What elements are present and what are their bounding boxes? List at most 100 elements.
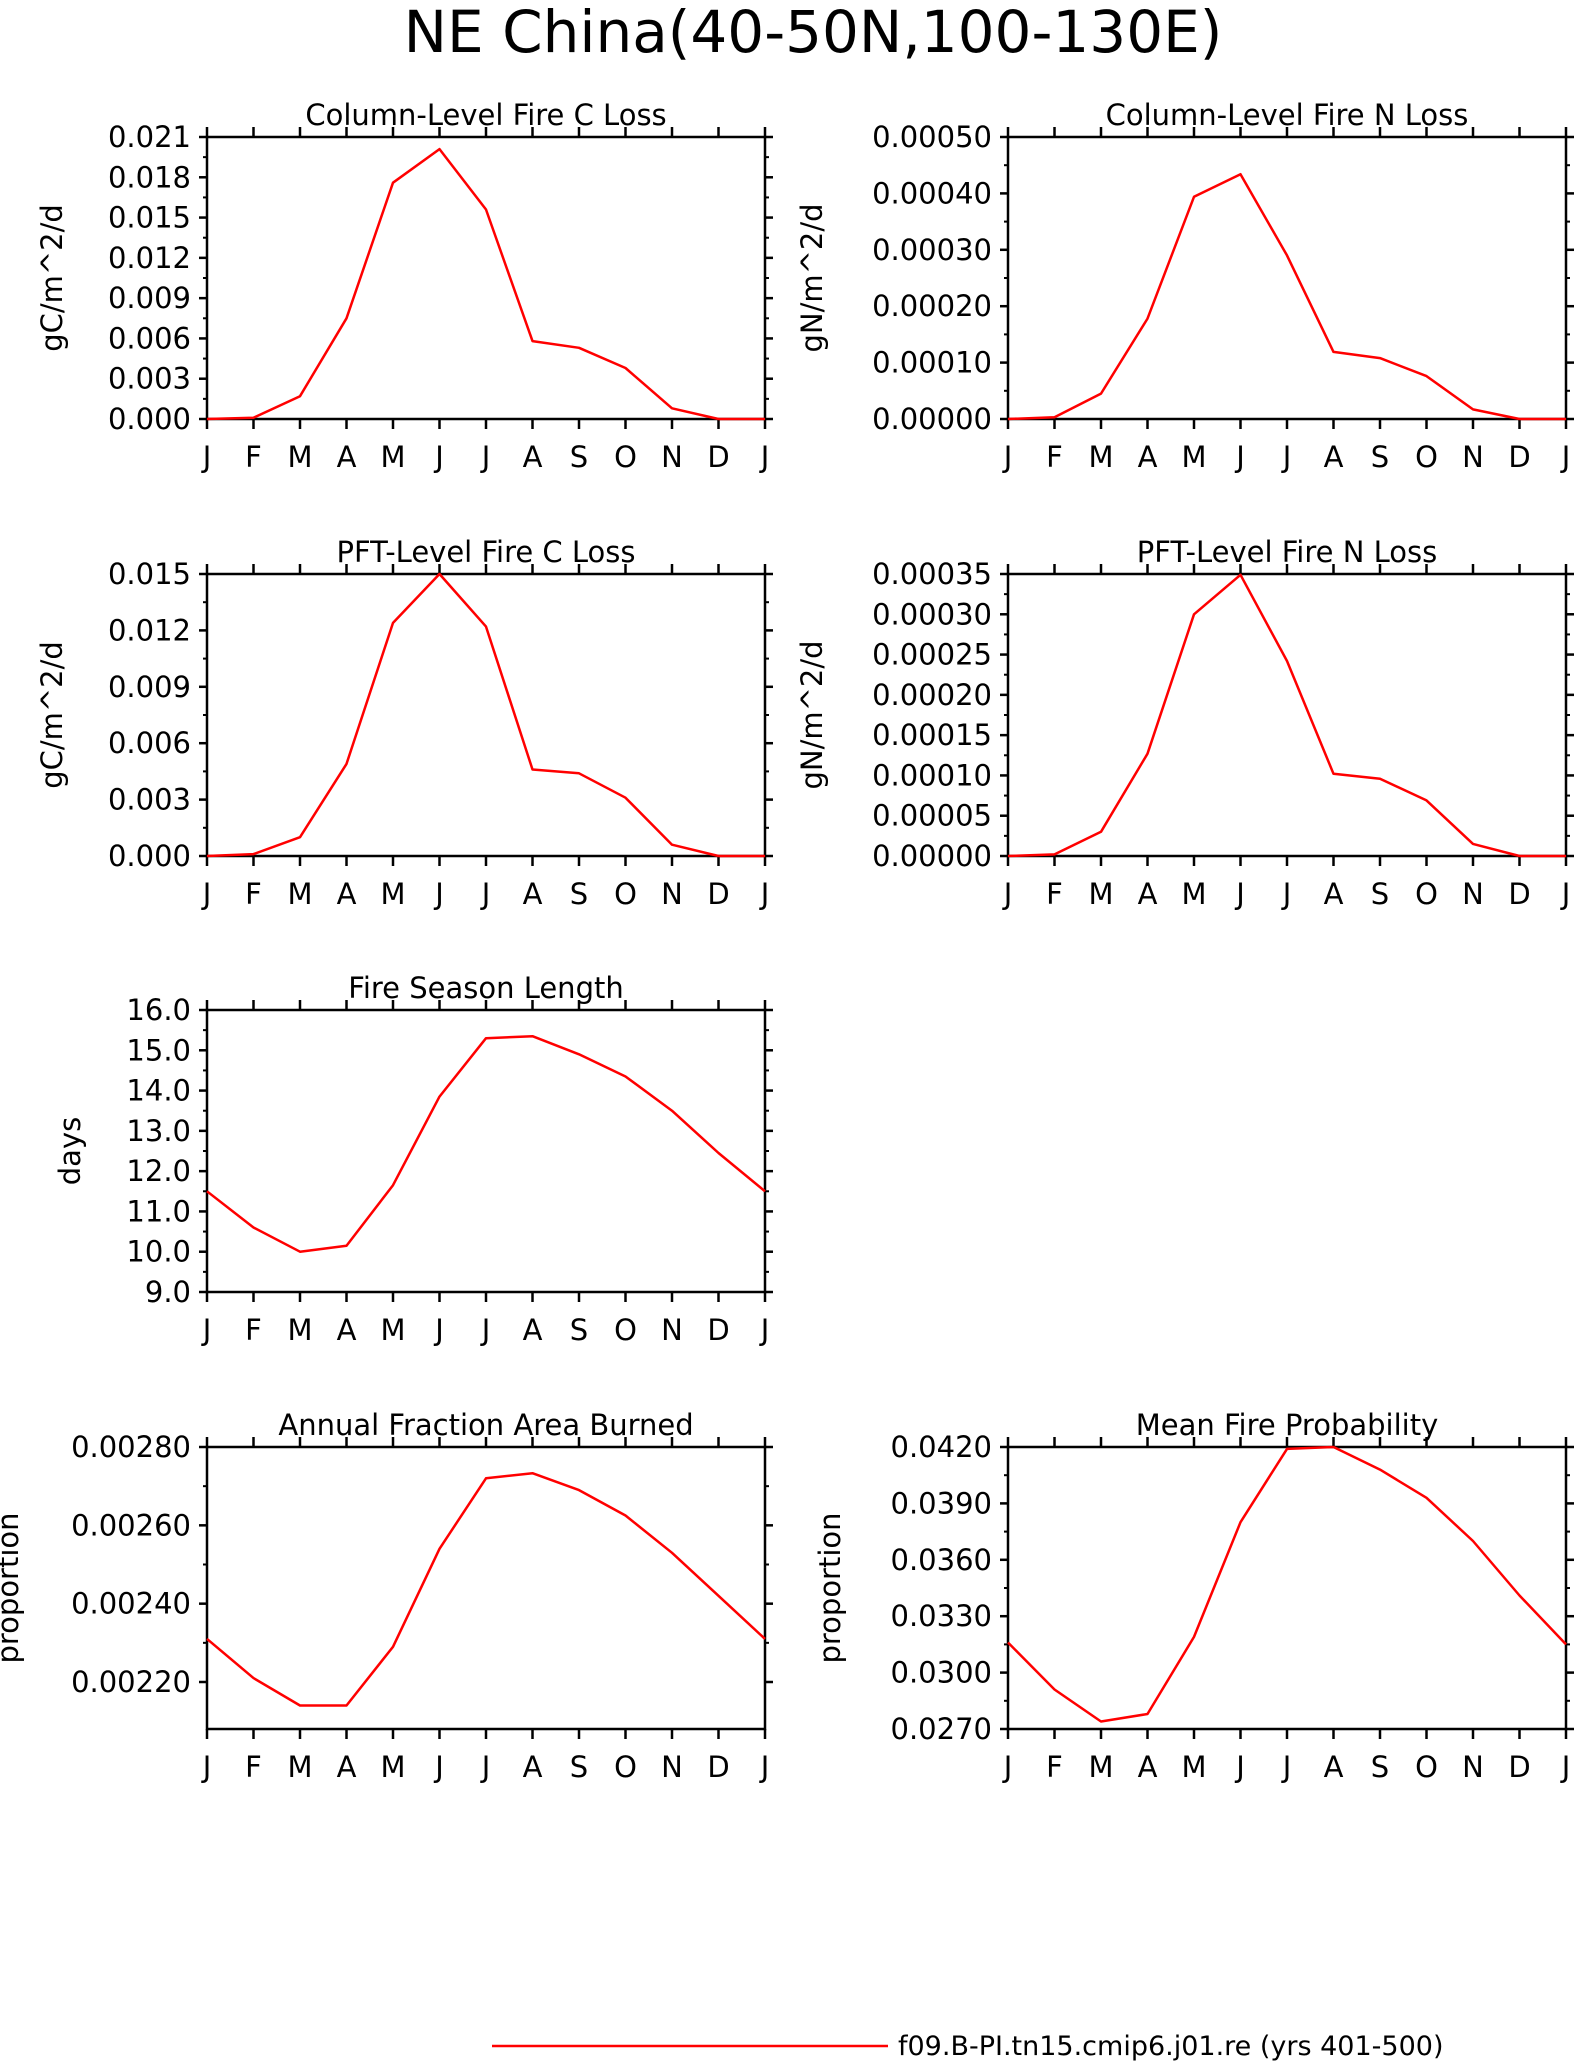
chart-title: Fire Season Length xyxy=(348,971,623,1005)
y-tick-label: 0.0270 xyxy=(891,1712,992,1746)
y-tick-label: 0.00035 xyxy=(872,557,992,591)
x-tick-label: F xyxy=(245,1313,262,1347)
y-tick-label: 0.00220 xyxy=(71,1665,191,1699)
x-tick-label: O xyxy=(1415,440,1438,474)
x-tick-label: J xyxy=(201,1750,212,1784)
y-tick-label: 0.012 xyxy=(108,241,191,275)
x-tick-label: A xyxy=(523,877,543,911)
x-tick-label: J xyxy=(1281,440,1292,474)
x-tick-label: O xyxy=(1415,1750,1438,1784)
chart-title: PFT-Level Fire C Loss xyxy=(337,535,636,569)
y-tick-label: 0.003 xyxy=(108,362,191,396)
x-tick-label: O xyxy=(614,877,637,911)
series-line xyxy=(206,1034,766,1253)
x-tick-label: A xyxy=(337,440,357,474)
x-tick-label: A xyxy=(523,440,543,474)
x-tick-label: M xyxy=(380,877,405,911)
y-tick-label: 0.018 xyxy=(108,160,191,194)
x-tick-label: M xyxy=(287,1750,312,1784)
y-tick-label: 0.00015 xyxy=(872,718,992,752)
x-tick-label: S xyxy=(570,1750,588,1784)
x-tick-label: M xyxy=(1181,1750,1206,1784)
y-tick-label: 10.0 xyxy=(126,1235,191,1269)
x-tick-label: N xyxy=(1462,877,1484,911)
x-tick-label: J xyxy=(759,1750,770,1784)
y-axis-label: gC/m^2/d xyxy=(35,641,69,789)
x-tick-label: J xyxy=(480,440,491,474)
x-tick-label: S xyxy=(570,440,588,474)
x-tick-label: J xyxy=(433,877,444,911)
x-tick-label: N xyxy=(661,877,683,911)
x-tick-label: D xyxy=(707,1313,729,1347)
y-tick-label: 0.003 xyxy=(108,783,191,817)
y-tick-label: 0.0390 xyxy=(891,1486,992,1520)
y-tick-label: 0.00010 xyxy=(872,758,992,792)
x-tick-label: J xyxy=(433,1750,444,1784)
chart-title: Annual Fraction Area Burned xyxy=(278,1408,693,1442)
x-tick-label: D xyxy=(707,877,729,911)
x-tick-label: M xyxy=(380,1750,405,1784)
x-tick-label: J xyxy=(433,440,444,474)
x-tick-label: F xyxy=(1046,877,1063,911)
y-tick-label: 0.00020 xyxy=(872,289,992,323)
x-tick-label: D xyxy=(1508,877,1530,911)
x-tick-label: J xyxy=(1002,440,1013,474)
x-tick-label: J xyxy=(1234,440,1245,474)
x-tick-label: D xyxy=(707,440,729,474)
y-tick-label: 0.00020 xyxy=(872,678,992,712)
y-tick-label: 0.0360 xyxy=(891,1543,992,1577)
x-tick-label: N xyxy=(661,440,683,474)
chart-title: Column-Level Fire C Loss xyxy=(305,98,666,132)
y-tick-label: 0.021 xyxy=(108,120,191,154)
x-tick-label: M xyxy=(287,1313,312,1347)
x-tick-label: J xyxy=(1281,1750,1292,1784)
y-tick-label: 0.0330 xyxy=(891,1599,992,1633)
y-tick-label: 0.00050 xyxy=(872,120,992,154)
x-tick-label: J xyxy=(1281,877,1292,911)
y-tick-label: 14.0 xyxy=(126,1074,191,1108)
y-tick-label: 0.00280 xyxy=(71,1430,191,1464)
x-tick-label: M xyxy=(287,877,312,911)
y-tick-label: 0.0300 xyxy=(891,1656,992,1690)
chart-title: Column-Level Fire N Loss xyxy=(1106,98,1469,132)
series-line xyxy=(1007,1445,1567,1723)
x-tick-label: J xyxy=(759,1313,770,1347)
x-tick-label: N xyxy=(661,1313,683,1347)
legend: f09.B-PI.tn15.cmip6.j01.re (yrs 401-500) xyxy=(492,2031,1443,2062)
x-tick-label: J xyxy=(1560,440,1571,474)
x-tick-label: F xyxy=(245,440,262,474)
series-line xyxy=(206,1471,766,1707)
x-tick-label: J xyxy=(1002,1750,1013,1784)
x-tick-label: M xyxy=(1088,877,1113,911)
series-line xyxy=(1007,573,1566,858)
y-tick-label: 0.015 xyxy=(108,201,191,235)
x-tick-label: A xyxy=(1138,440,1158,474)
x-tick-label: M xyxy=(1088,1750,1113,1784)
y-tick-label: 0.000 xyxy=(108,839,191,873)
x-tick-label: N xyxy=(1462,1750,1484,1784)
y-axis-label: proportion xyxy=(0,1512,25,1663)
y-tick-label: 0.0420 xyxy=(891,1430,992,1464)
x-tick-label: A xyxy=(1138,877,1158,911)
y-tick-label: 0.00025 xyxy=(872,638,992,672)
y-tick-label: 0.00260 xyxy=(71,1508,191,1542)
x-tick-label: A xyxy=(337,1750,357,1784)
y-tick-label: 0.00030 xyxy=(872,597,992,631)
x-tick-label: A xyxy=(1324,877,1344,911)
x-tick-label: F xyxy=(245,877,262,911)
y-axis-label: days xyxy=(53,1117,87,1185)
x-tick-label: J xyxy=(480,1313,491,1347)
figure-title: NE China(40-50N,100-130E) xyxy=(404,0,1223,66)
series-line xyxy=(206,147,765,421)
x-tick-label: A xyxy=(337,1313,357,1347)
y-tick-label: 13.0 xyxy=(126,1114,191,1148)
x-tick-label: A xyxy=(523,1313,543,1347)
x-tick-label: J xyxy=(433,1313,444,1347)
y-tick-label: 0.006 xyxy=(108,321,191,355)
x-tick-label: M xyxy=(1088,440,1113,474)
